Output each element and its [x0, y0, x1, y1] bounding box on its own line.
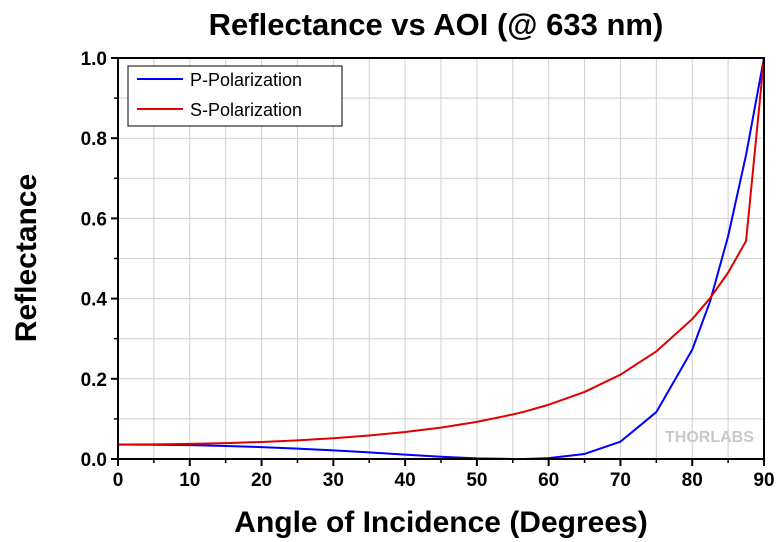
x-tick-label: 60 — [538, 470, 559, 491]
thorlabs-watermark: THORLABS — [665, 429, 754, 446]
x-tick-label: 40 — [395, 470, 416, 491]
x-tick-label: 90 — [753, 470, 774, 491]
x-tick-label: 20 — [251, 470, 272, 491]
y-axis-label: Reflectance — [10, 174, 43, 342]
chart-title: Reflectance vs AOI (@ 633 nm) — [209, 7, 664, 42]
x-axis-label: Angle of Incidence (Degrees) — [234, 506, 647, 539]
legend: P-Polarization S-Polarization — [127, 65, 343, 127]
x-tick-label: 50 — [466, 470, 487, 491]
series-line-s-polarization — [117, 57, 765, 446]
x-tick-label: 70 — [610, 470, 631, 491]
legend-label-p-polarization: P-Polarization — [190, 70, 302, 90]
legend-label-s-polarization: S-Polarization — [190, 100, 302, 120]
legend-box — [127, 65, 343, 127]
x-tick-label: 80 — [682, 470, 703, 491]
x-tick-label: 0 — [113, 470, 124, 491]
y-tick-label: 0.0 — [81, 450, 107, 471]
y-tick-label: 0.4 — [81, 290, 108, 311]
x-tick-label: 30 — [323, 470, 344, 491]
y-tick-label: 1.0 — [81, 49, 107, 70]
y-tick-label: 0.8 — [81, 129, 107, 150]
y-tick-label: 0.2 — [81, 370, 107, 391]
x-tick-label: 10 — [179, 470, 200, 491]
ticks: 0 10 20 30 40 50 60 70 80 90 0.0 0.2 0.4 0.6 0.8 1.0 — [81, 49, 775, 491]
y-tick-label: 0.6 — [81, 209, 107, 230]
